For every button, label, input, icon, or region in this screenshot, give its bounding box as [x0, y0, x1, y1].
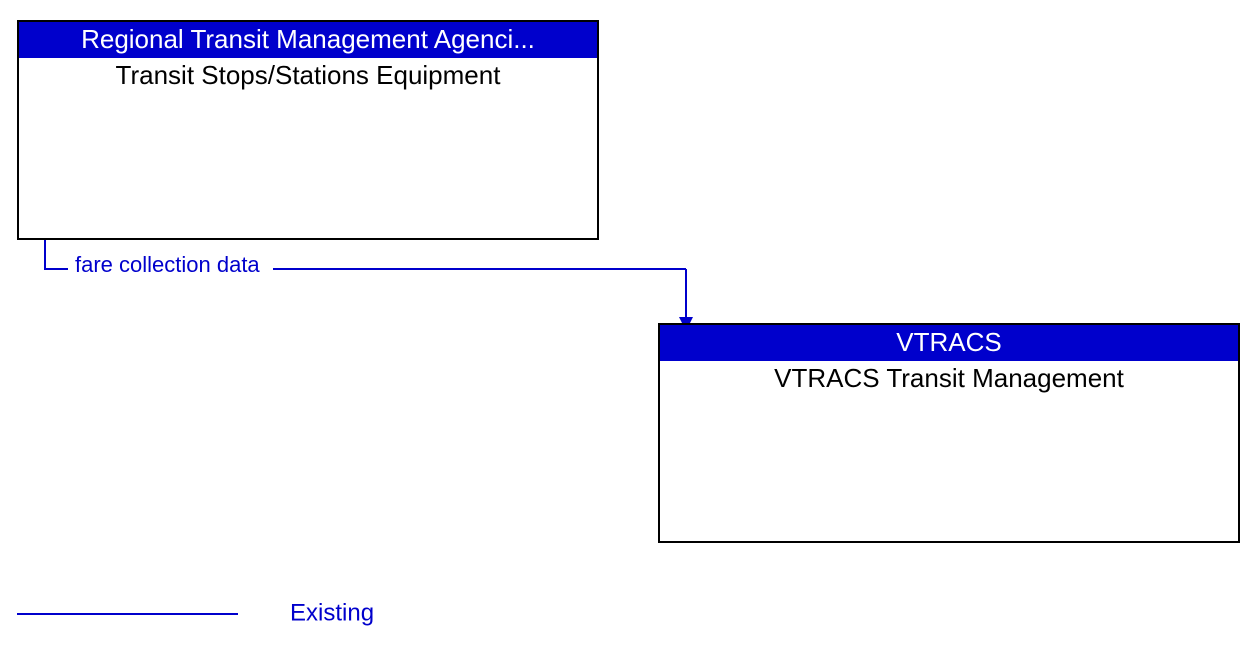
edge-fare-collection-data: fare collection data [45, 239, 686, 324]
architecture-diagram: fare collection data Regional Transit Ma… [0, 0, 1252, 658]
node-regional-body: Transit Stops/Stations Equipment [116, 60, 502, 90]
node-regional-transit: Regional Transit Management Agenci... Tr… [18, 21, 598, 239]
edge-label-fare-collection: fare collection data [75, 252, 260, 277]
node-vtracs: VTRACS VTRACS Transit Management [659, 324, 1239, 542]
node-regional-header: Regional Transit Management Agenci... [81, 24, 535, 54]
node-vtracs-body: VTRACS Transit Management [774, 363, 1124, 393]
node-vtracs-header: VTRACS [896, 327, 1001, 357]
legend-label: Existing [290, 599, 374, 626]
legend: Existing [17, 599, 374, 626]
